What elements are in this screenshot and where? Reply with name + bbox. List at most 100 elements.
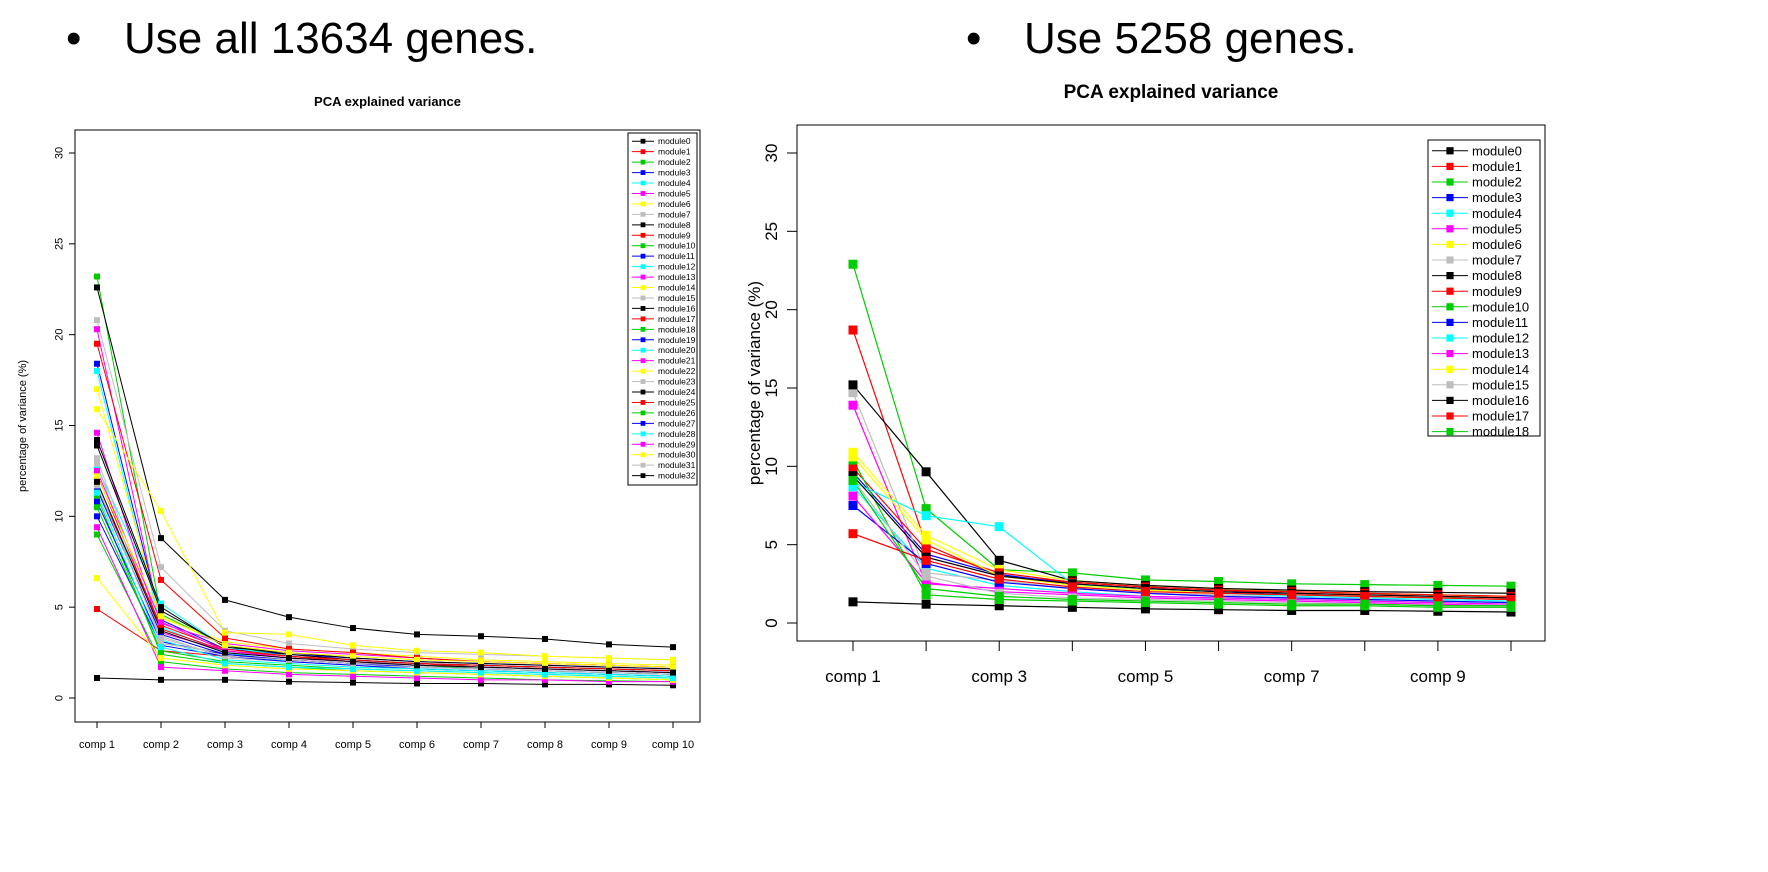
data-point-module21 bbox=[606, 678, 612, 685]
legend-marker bbox=[640, 389, 646, 395]
chart-title: PCA explained variance bbox=[314, 94, 461, 109]
data-point-module27 bbox=[94, 486, 100, 493]
data-point-module16 bbox=[94, 437, 100, 444]
legend-marker bbox=[640, 431, 646, 437]
data-point-module0 bbox=[542, 681, 548, 688]
series-line-module5 bbox=[852, 405, 1512, 605]
bullet: • bbox=[66, 14, 82, 63]
data-point-module9 bbox=[158, 576, 164, 583]
chart-title: PCA explained variance bbox=[1064, 82, 1279, 103]
series-line-module28 bbox=[96, 492, 674, 679]
legend-marker bbox=[1446, 318, 1454, 326]
data-point-module32 bbox=[542, 665, 548, 672]
data-point-module32 bbox=[94, 478, 100, 485]
data-point-module0 bbox=[921, 599, 931, 609]
data-point-module23 bbox=[94, 460, 100, 467]
data-point-module28 bbox=[350, 665, 356, 672]
y-tick-label: 15 bbox=[762, 379, 781, 398]
data-point-module12 bbox=[921, 511, 931, 521]
data-point-module30 bbox=[222, 642, 228, 649]
data-point-module14 bbox=[350, 642, 356, 649]
legend-marker bbox=[640, 462, 646, 468]
data-point-module28 bbox=[414, 667, 420, 674]
legend-label: module20 bbox=[658, 345, 696, 355]
legend-marker bbox=[1446, 381, 1454, 389]
chart-1: PCA explained variance 0 5 10 15 20 25 30 percen… bbox=[17, 94, 701, 751]
legend-marker bbox=[640, 201, 646, 207]
legend-label: module9 bbox=[658, 230, 691, 240]
x-tick-label: comp 9 bbox=[1410, 667, 1466, 686]
legend-label: module10 bbox=[658, 241, 696, 251]
plot-frame bbox=[796, 124, 1546, 642]
data-point-module8 bbox=[158, 535, 164, 542]
data-point-module26 bbox=[158, 647, 164, 654]
legend-marker bbox=[1446, 350, 1454, 358]
data-point-module31 bbox=[222, 653, 228, 660]
y-tick-label: 20 bbox=[53, 329, 65, 341]
data-point-module15 bbox=[94, 455, 100, 462]
data-point-module2 bbox=[848, 259, 858, 269]
legend-label: module32 bbox=[658, 471, 696, 481]
data-point-module2 bbox=[1433, 580, 1443, 590]
data-point-module24 bbox=[158, 607, 164, 614]
data-point-module21 bbox=[222, 667, 228, 674]
data-point-module15 bbox=[921, 571, 931, 581]
legend-marker bbox=[1446, 194, 1454, 202]
legend-box bbox=[627, 132, 698, 486]
legend-label: module14 bbox=[1472, 362, 1529, 377]
data-point-module32 bbox=[222, 649, 228, 656]
legend-marker bbox=[640, 159, 646, 165]
data-point-module7 bbox=[94, 317, 100, 324]
y-tick-label: 10 bbox=[53, 510, 65, 522]
legend-marker bbox=[640, 295, 646, 301]
legend-marker bbox=[1446, 209, 1454, 217]
legend-label: module6 bbox=[658, 199, 691, 209]
legend-label: module13 bbox=[658, 272, 696, 282]
x-tick-label: comp 3 bbox=[207, 739, 243, 751]
y-tick-label: 25 bbox=[762, 222, 781, 241]
data-point-module6 bbox=[848, 447, 858, 457]
data-point-module10 bbox=[921, 590, 931, 600]
legend-label: module26 bbox=[658, 408, 696, 418]
y-tick-label: 15 bbox=[53, 419, 65, 431]
data-point-module12 bbox=[94, 464, 100, 471]
series-line-module14 bbox=[852, 456, 1512, 601]
data-point-module30 bbox=[94, 473, 100, 480]
data-point-module1 bbox=[848, 325, 858, 335]
data-point-module0 bbox=[848, 597, 858, 607]
legend-label: module17 bbox=[1472, 409, 1529, 424]
legend-marker bbox=[1446, 365, 1454, 373]
data-point-module1 bbox=[921, 540, 931, 550]
legend-label: module7 bbox=[1472, 253, 1522, 268]
bullet: • bbox=[966, 14, 982, 63]
data-point-module8 bbox=[921, 467, 931, 477]
data-point-module6 bbox=[921, 530, 931, 540]
series-line-module6 bbox=[96, 389, 674, 666]
legend-marker bbox=[640, 285, 646, 290]
data-point-module30 bbox=[158, 613, 164, 620]
data-point-module17 bbox=[1140, 587, 1150, 597]
legend-label: module25 bbox=[658, 397, 696, 407]
legend-marker bbox=[1446, 396, 1454, 404]
legend-marker bbox=[640, 400, 646, 405]
data-point-module14 bbox=[542, 653, 548, 660]
data-point-module0 bbox=[1287, 605, 1297, 615]
data-point-module27 bbox=[158, 631, 164, 638]
legend-label: module18 bbox=[658, 324, 696, 334]
data-point-module16 bbox=[848, 471, 858, 481]
legend-marker bbox=[1446, 287, 1454, 295]
chart-2: PCA explained variance 0 5 10 15 20 25 30 percen… bbox=[745, 82, 1546, 686]
y-tick-label: 20 bbox=[762, 300, 781, 319]
legend-marker bbox=[640, 326, 646, 332]
series-line-module0 bbox=[852, 601, 1512, 613]
data-point-module1 bbox=[94, 605, 100, 612]
data-point-module18 bbox=[1506, 601, 1516, 611]
legend-label: module21 bbox=[658, 356, 696, 366]
series-line-module21 bbox=[96, 527, 673, 683]
data-point-module8 bbox=[542, 635, 548, 642]
y-tick-label: 0 bbox=[53, 695, 65, 701]
data-point-module0 bbox=[1360, 605, 1370, 615]
data-point-module32 bbox=[414, 662, 420, 669]
legend: module0module1module2module3module4modul… bbox=[1427, 139, 1541, 439]
legend-label: module27 bbox=[658, 418, 696, 428]
